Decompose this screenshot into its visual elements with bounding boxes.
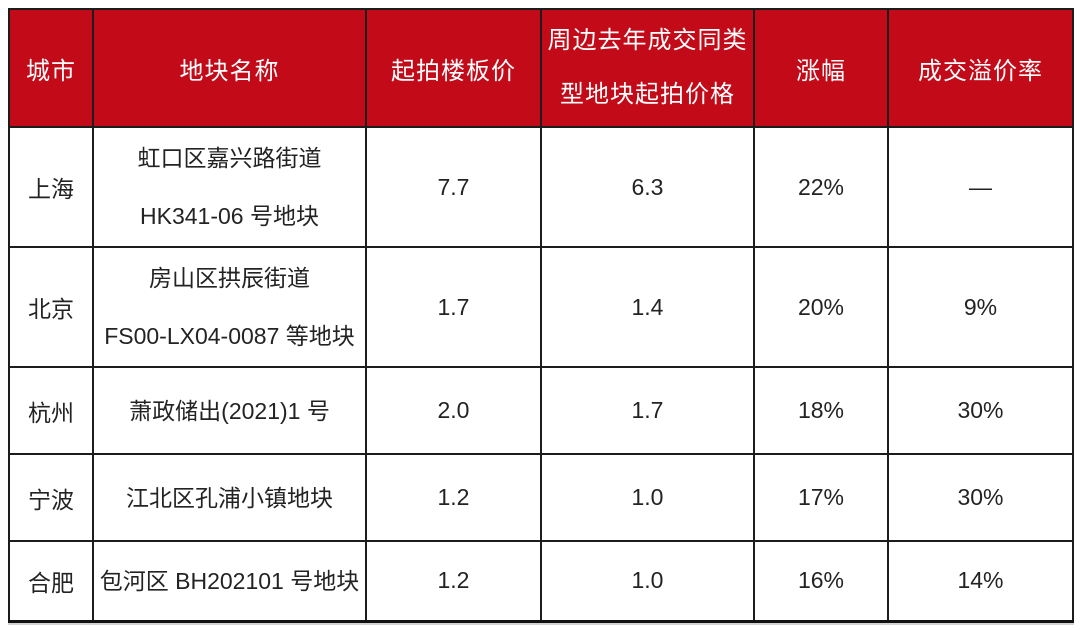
table-row-hangzhou: 杭州 萧政储出(2021)1 号 2.0 1.7 18% 30% <box>8 366 1074 455</box>
col-header-last-year-price: 周边去年成交同类 型地块起拍价格 <box>540 8 755 128</box>
cell-start-price: 1.2 <box>365 540 542 622</box>
cell-last-year-price: 6.3 <box>540 126 755 248</box>
cell-premium-rate: 30% <box>887 366 1074 455</box>
cell-premium-rate: 30% <box>887 453 1074 542</box>
cell-city: 杭州 <box>8 366 94 455</box>
cell-premium-rate: 14% <box>887 540 1074 622</box>
cell-last-year-price: 1.7 <box>540 366 755 455</box>
table-row-ningbo: 宁波 江北区孔浦小镇地块 1.2 1.0 17% 30% <box>8 453 1074 542</box>
land-auction-table: 城市 地块名称 起拍楼板价 周边去年成交同类 型地块起拍价格 涨幅 成交溢价率 … <box>8 8 1074 623</box>
col-header-parcel-name: 地块名称 <box>92 8 367 128</box>
col-header-premium-rate: 成交溢价率 <box>887 8 1074 128</box>
cell-parcel-name: 虹口区嘉兴路街道 HK341-06 号地块 <box>92 126 367 248</box>
cell-increase: 22% <box>753 126 889 248</box>
table-header-row: 城市 地块名称 起拍楼板价 周边去年成交同类 型地块起拍价格 涨幅 成交溢价率 <box>8 8 1074 128</box>
cell-parcel-name: 江北区孔浦小镇地块 <box>92 453 367 542</box>
col-header-city: 城市 <box>8 8 94 128</box>
cell-last-year-price: 1.4 <box>540 246 755 368</box>
cell-start-price: 1.7 <box>365 246 542 368</box>
cell-last-year-price: 1.0 <box>540 540 755 622</box>
cell-parcel-name: 房山区拱辰街道 FS00-LX04-0087 等地块 <box>92 246 367 368</box>
col-header-start-price: 起拍楼板价 <box>365 8 542 128</box>
cell-start-price: 7.7 <box>365 126 542 248</box>
cell-start-price: 1.2 <box>365 453 542 542</box>
table-row-hefei: 合肥 包河区 BH202101 号地块 1.2 1.0 16% 14% <box>8 540 1074 622</box>
cell-premium-rate: — <box>887 126 1074 248</box>
cell-increase: 16% <box>753 540 889 622</box>
table-row-shanghai: 上海 虹口区嘉兴路街道 HK341-06 号地块 7.7 6.3 22% — <box>8 126 1074 248</box>
cell-city: 北京 <box>8 246 94 368</box>
cell-last-year-price: 1.0 <box>540 453 755 542</box>
cell-start-price: 2.0 <box>365 366 542 455</box>
cell-premium-rate: 9% <box>887 246 1074 368</box>
cell-parcel-name: 包河区 BH202101 号地块 <box>92 540 367 622</box>
cell-city: 合肥 <box>8 540 94 622</box>
cell-increase: 17% <box>753 453 889 542</box>
col-header-increase: 涨幅 <box>753 8 889 128</box>
cell-increase: 18% <box>753 366 889 455</box>
cell-increase: 20% <box>753 246 889 368</box>
table-row-beijing: 北京 房山区拱辰街道 FS00-LX04-0087 等地块 1.7 1.4 20… <box>8 246 1074 368</box>
cell-city: 上海 <box>8 126 94 248</box>
cell-city: 宁波 <box>8 453 94 542</box>
cell-parcel-name: 萧政储出(2021)1 号 <box>92 366 367 455</box>
